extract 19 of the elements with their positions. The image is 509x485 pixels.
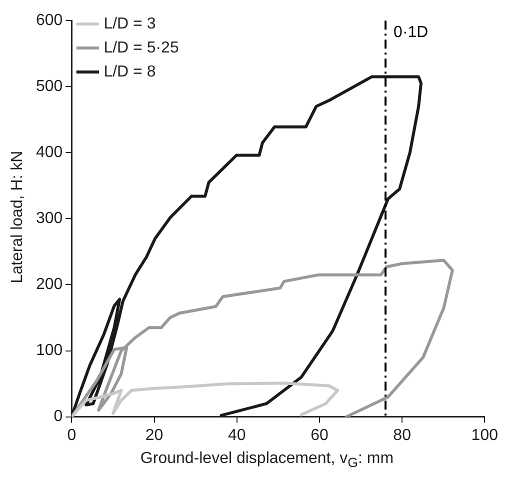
x-tick-label: 40 xyxy=(228,426,246,444)
ref-line-label: 0·1D xyxy=(394,24,428,42)
legend-label: L/D = 3 xyxy=(104,15,156,32)
x-axis-title: Ground-level displacement, v$_{G}$: mm xyxy=(139,450,395,470)
y-tick-label: 600 xyxy=(36,12,63,30)
x-tick-label: 80 xyxy=(393,426,412,444)
y-tick-label: 100 xyxy=(36,342,63,360)
y-tick-label: 500 xyxy=(36,78,63,96)
x-tick-label: 100 xyxy=(471,426,498,444)
legend-label: L/D = 5·25 xyxy=(104,39,179,56)
y-axis-title: Lateral load, H: kN xyxy=(9,150,27,286)
x-tick-label: 20 xyxy=(145,426,164,444)
legend-label: L/D = 8 xyxy=(104,63,156,80)
y-tick-label: 0 xyxy=(54,408,63,426)
y-tick-label: 200 xyxy=(36,276,63,294)
y-tick-label: 400 xyxy=(36,144,63,162)
x-tick-label: 0 xyxy=(67,426,76,444)
y-tick-label: 300 xyxy=(36,210,63,228)
x-tick-label: 60 xyxy=(310,426,328,444)
